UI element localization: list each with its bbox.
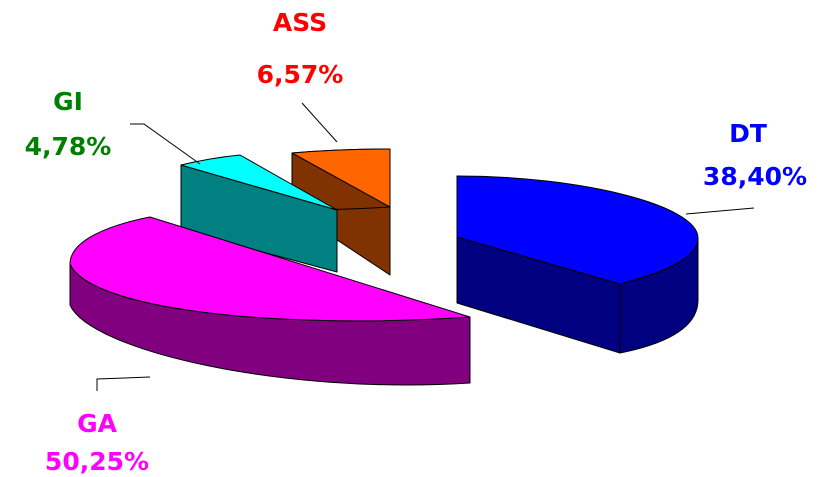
label-dt-name: DT — [729, 119, 767, 148]
label-gi-value: 4,78% — [25, 132, 112, 161]
label-ass-name: ASS — [273, 8, 327, 37]
leader-line-gi — [130, 123, 201, 165]
slice-ga-top — [69, 216, 471, 322]
leader-line-ass — [301, 102, 338, 143]
leader-line-ga — [96, 376, 151, 391]
label-dt-value: 38,40% — [703, 162, 807, 191]
slice-gi — [180, 154, 338, 273]
label-ga-name: GA — [77, 409, 118, 438]
slice-ga — [69, 216, 471, 386]
leader-line-dt — [685, 207, 755, 215]
slice-dt-top — [456, 175, 699, 285]
slice-dt — [456, 175, 699, 354]
label-ga-value: 50,25% — [45, 447, 149, 476]
label-gi-name: GI — [53, 87, 83, 116]
slice-ass-top — [291, 148, 391, 208]
label-ass-value: 6,57% — [257, 60, 344, 89]
slice-ass — [291, 148, 391, 276]
slice-gi-top — [180, 154, 338, 211]
